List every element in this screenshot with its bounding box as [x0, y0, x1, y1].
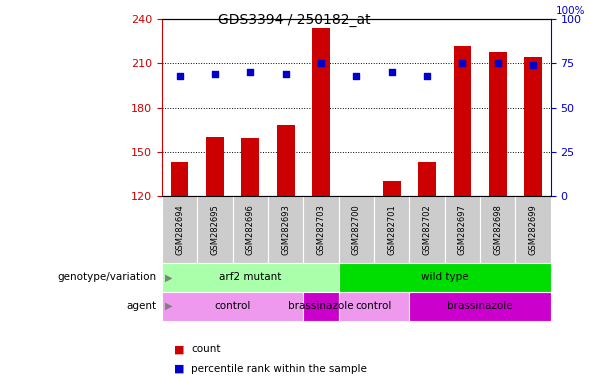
- Point: [210, 71, 220, 77]
- Bar: [409, 292, 551, 321]
- Text: ▶: ▶: [165, 301, 173, 311]
- Bar: [489, 51, 507, 196]
- Text: GSM282693: GSM282693: [281, 204, 290, 255]
- Bar: [409, 196, 445, 263]
- Text: arf2 mutant: arf2 mutant: [219, 272, 282, 283]
- Text: GSM282697: GSM282697: [458, 204, 467, 255]
- Bar: [197, 196, 233, 263]
- Point: [387, 69, 396, 75]
- Point: [175, 73, 184, 79]
- Point: [352, 73, 361, 79]
- Text: GSM282695: GSM282695: [210, 204, 220, 255]
- Text: agent: agent: [126, 301, 156, 311]
- Text: GSM282703: GSM282703: [316, 204, 326, 255]
- Bar: [303, 196, 339, 263]
- Bar: [515, 196, 551, 263]
- Text: ■: ■: [174, 344, 184, 354]
- Text: wild type: wild type: [421, 272, 468, 283]
- Text: GSM282694: GSM282694: [175, 204, 184, 255]
- Text: count: count: [191, 344, 221, 354]
- Text: GDS3394 / 250182_at: GDS3394 / 250182_at: [218, 13, 371, 27]
- Text: brassinazole: brassinazole: [447, 301, 513, 311]
- Point: [528, 62, 538, 68]
- Text: ▶: ▶: [165, 272, 173, 283]
- Text: 100%: 100%: [556, 7, 586, 17]
- Text: percentile rank within the sample: percentile rank within the sample: [191, 364, 368, 374]
- Text: GSM282702: GSM282702: [422, 204, 432, 255]
- Bar: [277, 125, 294, 196]
- Bar: [374, 196, 409, 263]
- Bar: [241, 139, 259, 196]
- Text: brassinazole: brassinazole: [288, 301, 354, 311]
- Point: [422, 73, 432, 79]
- Point: [246, 69, 255, 75]
- Bar: [339, 263, 551, 292]
- Bar: [339, 292, 409, 321]
- Bar: [480, 196, 515, 263]
- Point: [493, 60, 502, 66]
- Text: GSM282698: GSM282698: [493, 204, 502, 255]
- Bar: [206, 137, 224, 196]
- Bar: [383, 181, 401, 196]
- Bar: [524, 58, 542, 196]
- Text: ■: ■: [174, 364, 184, 374]
- Point: [316, 60, 326, 66]
- Point: [281, 71, 290, 77]
- Bar: [303, 292, 339, 321]
- Bar: [171, 162, 188, 196]
- Bar: [233, 196, 268, 263]
- Text: GSM282700: GSM282700: [352, 204, 361, 255]
- Bar: [312, 28, 330, 196]
- Bar: [268, 196, 303, 263]
- Text: control: control: [356, 301, 392, 311]
- Bar: [454, 46, 471, 196]
- Text: control: control: [214, 301, 251, 311]
- Bar: [162, 263, 339, 292]
- Bar: [162, 292, 303, 321]
- Bar: [445, 196, 480, 263]
- Bar: [162, 196, 197, 263]
- Point: [458, 60, 467, 66]
- Text: GSM282701: GSM282701: [387, 204, 396, 255]
- Bar: [418, 162, 436, 196]
- Text: GSM282699: GSM282699: [528, 204, 538, 255]
- Text: GSM282696: GSM282696: [246, 204, 255, 255]
- Bar: [339, 196, 374, 263]
- Text: genotype/variation: genotype/variation: [57, 272, 156, 283]
